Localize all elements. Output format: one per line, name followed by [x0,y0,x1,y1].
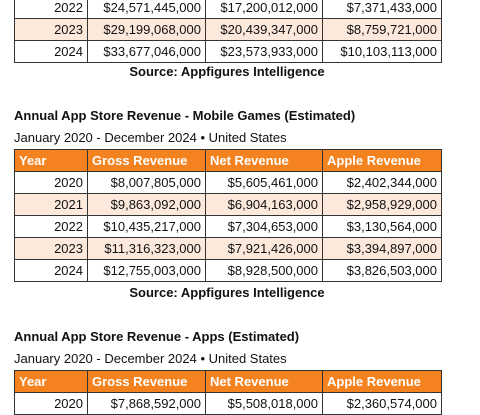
header-cell: Net Revenue [205,370,323,393]
table-cell: 2021 [14,193,88,216]
table-cell: $10,103,113,000 [322,40,442,63]
table-cell: $5,605,461,000 [205,171,323,194]
table-cell: $3,394,897,000 [322,237,442,260]
table-cell: $3,826,503,000 [322,259,442,282]
table-subtitle: January 2020 - December 2024 • United St… [14,351,287,366]
header-cell: Gross Revenue [87,149,206,172]
header-cell: Year [14,370,88,393]
table-cell: $8,759,721,000 [322,18,442,41]
table-cell: 2024 [14,40,88,63]
table-title: Annual App Store Revenue - Mobile Games … [14,108,356,123]
table-cell: 2023 [14,237,88,260]
table-cell: $12,755,003,000 [87,259,206,282]
table-cell: $11,316,323,000 [87,237,206,260]
table-cell: $8,928,500,000 [205,259,323,282]
table-cell: $33,677,046,000 [87,40,206,63]
table-title: Annual App Store Revenue - Apps (Estimat… [14,329,300,344]
table-cell: 2020 [14,392,88,415]
header-cell: Apple Revenue [322,149,442,172]
table-cell: 2023 [14,18,88,41]
header-cell: Apple Revenue [322,370,442,393]
header-cell: Gross Revenue [87,370,206,393]
table-cell: $8,007,805,000 [87,171,206,194]
table-cell: $23,573,933,000 [205,40,323,63]
table-cell: $3,130,564,000 [322,215,442,238]
table-cell: $24,571,445,000 [87,0,206,19]
table-cell: $6,904,163,000 [205,193,323,216]
table-cell: 2020 [14,171,88,194]
table-cell: $7,921,426,000 [205,237,323,260]
header-cell: Net Revenue [205,149,323,172]
table-subtitle: January 2020 - December 2024 • United St… [14,130,287,145]
table-cell: $2,360,574,000 [322,392,442,415]
table-cell: $7,868,592,000 [87,392,206,415]
table-cell: $7,371,433,000 [322,0,442,19]
table-source: Source: Appfigures Intelligence [129,285,325,300]
table-source: Source: Appfigures Intelligence [129,64,325,79]
table-cell: 2024 [14,259,88,282]
table-cell: $2,402,344,000 [322,171,442,194]
table-cell: $2,958,929,000 [322,193,442,216]
header-cell: Year [14,149,88,172]
table-cell: $17,200,012,000 [205,0,323,19]
table-cell: $7,304,653,000 [205,215,323,238]
table-cell: $20,439,347,000 [205,18,323,41]
table-cell: 2022 [14,0,88,19]
table-cell: $29,199,068,000 [87,18,206,41]
table-cell: 2022 [14,215,88,238]
table-cell: $5,508,018,000 [205,392,323,415]
table-cell: $10,435,217,000 [87,215,206,238]
table-cell: $9,863,092,000 [87,193,206,216]
